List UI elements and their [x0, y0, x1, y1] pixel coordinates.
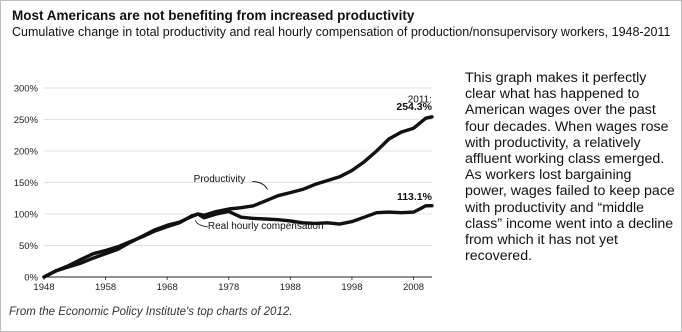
gridlines: [44, 87, 432, 246]
productivity-end-value: 254.3%: [396, 101, 432, 113]
y-axis-ticks: 0% 50% 100% 150% 200% 250% 300%: [14, 84, 39, 284]
productivity-line: [42, 115, 434, 279]
y-tick-label: 200%: [14, 147, 39, 158]
x-tick-label: 1988: [280, 282, 301, 293]
y-tick-label: 0%: [24, 273, 38, 284]
productivity-leader-line: [252, 181, 268, 190]
real-hourly-compensation-line: [42, 204, 434, 279]
productivity-label: Productivity: [194, 174, 246, 185]
x-tick-label: 1958: [95, 282, 116, 293]
y-tick-label: 100%: [14, 210, 39, 221]
chart-subtitle: Cumulative change in total productivity …: [12, 25, 671, 39]
x-tick-label: 1998: [341, 282, 362, 293]
wages-label: Real hourly compensation: [208, 221, 324, 232]
x-axis-ticks: 1948 1958 1968 1978 1988 1998 2008: [33, 277, 424, 293]
x-tick-label: 1978: [218, 282, 239, 293]
source-caption: From the Economic Policy Institute's top…: [9, 306, 293, 318]
end-year-label: 2011:: [408, 94, 432, 105]
wages-leader-line: [195, 220, 208, 228]
series-layer: [42, 115, 434, 279]
y-tick-label: 50%: [19, 241, 39, 252]
x-tick-label: 2008: [403, 282, 424, 293]
x-tick-label: 1948: [33, 282, 54, 293]
x-tick-label: 1968: [157, 282, 178, 293]
wages-end-value: 113.1%: [397, 191, 433, 203]
y-tick-label: 300%: [14, 84, 39, 95]
annotation-layer: Productivity Real hourly compensation 20…: [194, 94, 433, 232]
y-tick-label: 150%: [14, 178, 39, 189]
commentary-text: This graph makes it perfectly clear what…: [465, 70, 675, 265]
y-tick-label: 250%: [14, 115, 39, 126]
chart-title: Most Americans are not benefiting from i…: [12, 8, 415, 23]
